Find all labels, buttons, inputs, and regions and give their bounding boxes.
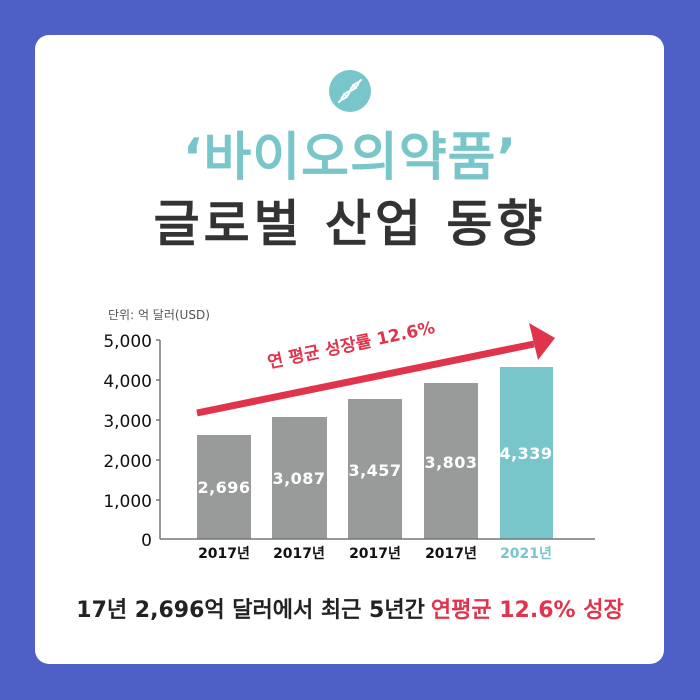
x-tick-label: 2017년 <box>349 546 401 562</box>
x-tick-label: 2017년 <box>273 546 325 562</box>
y-tick-label: 2,000 <box>103 452 152 472</box>
summary-highlight: 연평균 12.6% 성장 <box>430 598 624 623</box>
page-subtitle: 글로벌 산업 동향 <box>153 195 547 253</box>
summary-text: 17년 2,696억 달러에서 최근 5년간 연평균 12.6% 성장 <box>0 592 700 624</box>
bar-value-label: 2,696 <box>197 478 251 497</box>
page-title: ‘바이오의약품’ <box>182 128 518 188</box>
infographic-card <box>35 35 664 664</box>
x-tick-label: 2017년 <box>198 546 250 562</box>
y-tick-label: 4,000 <box>103 372 152 392</box>
bar-value-label: 3,087 <box>272 469 326 488</box>
summary-main: 17년 2,696억 달러에서 최근 5년간 <box>76 598 425 623</box>
y-tick-label: 1,000 <box>103 492 152 512</box>
y-tick-label: 3,000 <box>103 412 152 432</box>
dna-icon <box>338 79 362 103</box>
unit-label: 단위: 억 달러(USD) <box>108 308 210 322</box>
bar <box>424 383 478 539</box>
bar <box>348 399 402 539</box>
y-axis-ticks <box>156 339 160 501</box>
bar-value-label: 4,339 <box>499 444 553 463</box>
bar-value-label: 3,457 <box>348 461 402 480</box>
dna-badge <box>329 70 371 112</box>
x-tick-label-highlighted: 2021년 <box>500 546 552 562</box>
bar-highlighted <box>500 367 553 539</box>
bar-value-label: 3,803 <box>424 453 478 472</box>
bar <box>197 435 251 539</box>
trend-arrow-icon <box>196 323 555 417</box>
x-tick-label: 2017년 <box>425 546 477 562</box>
bar <box>272 417 327 539</box>
y-tick-label: 5,000 <box>103 332 152 352</box>
y-tick-label: 0 <box>141 531 152 551</box>
